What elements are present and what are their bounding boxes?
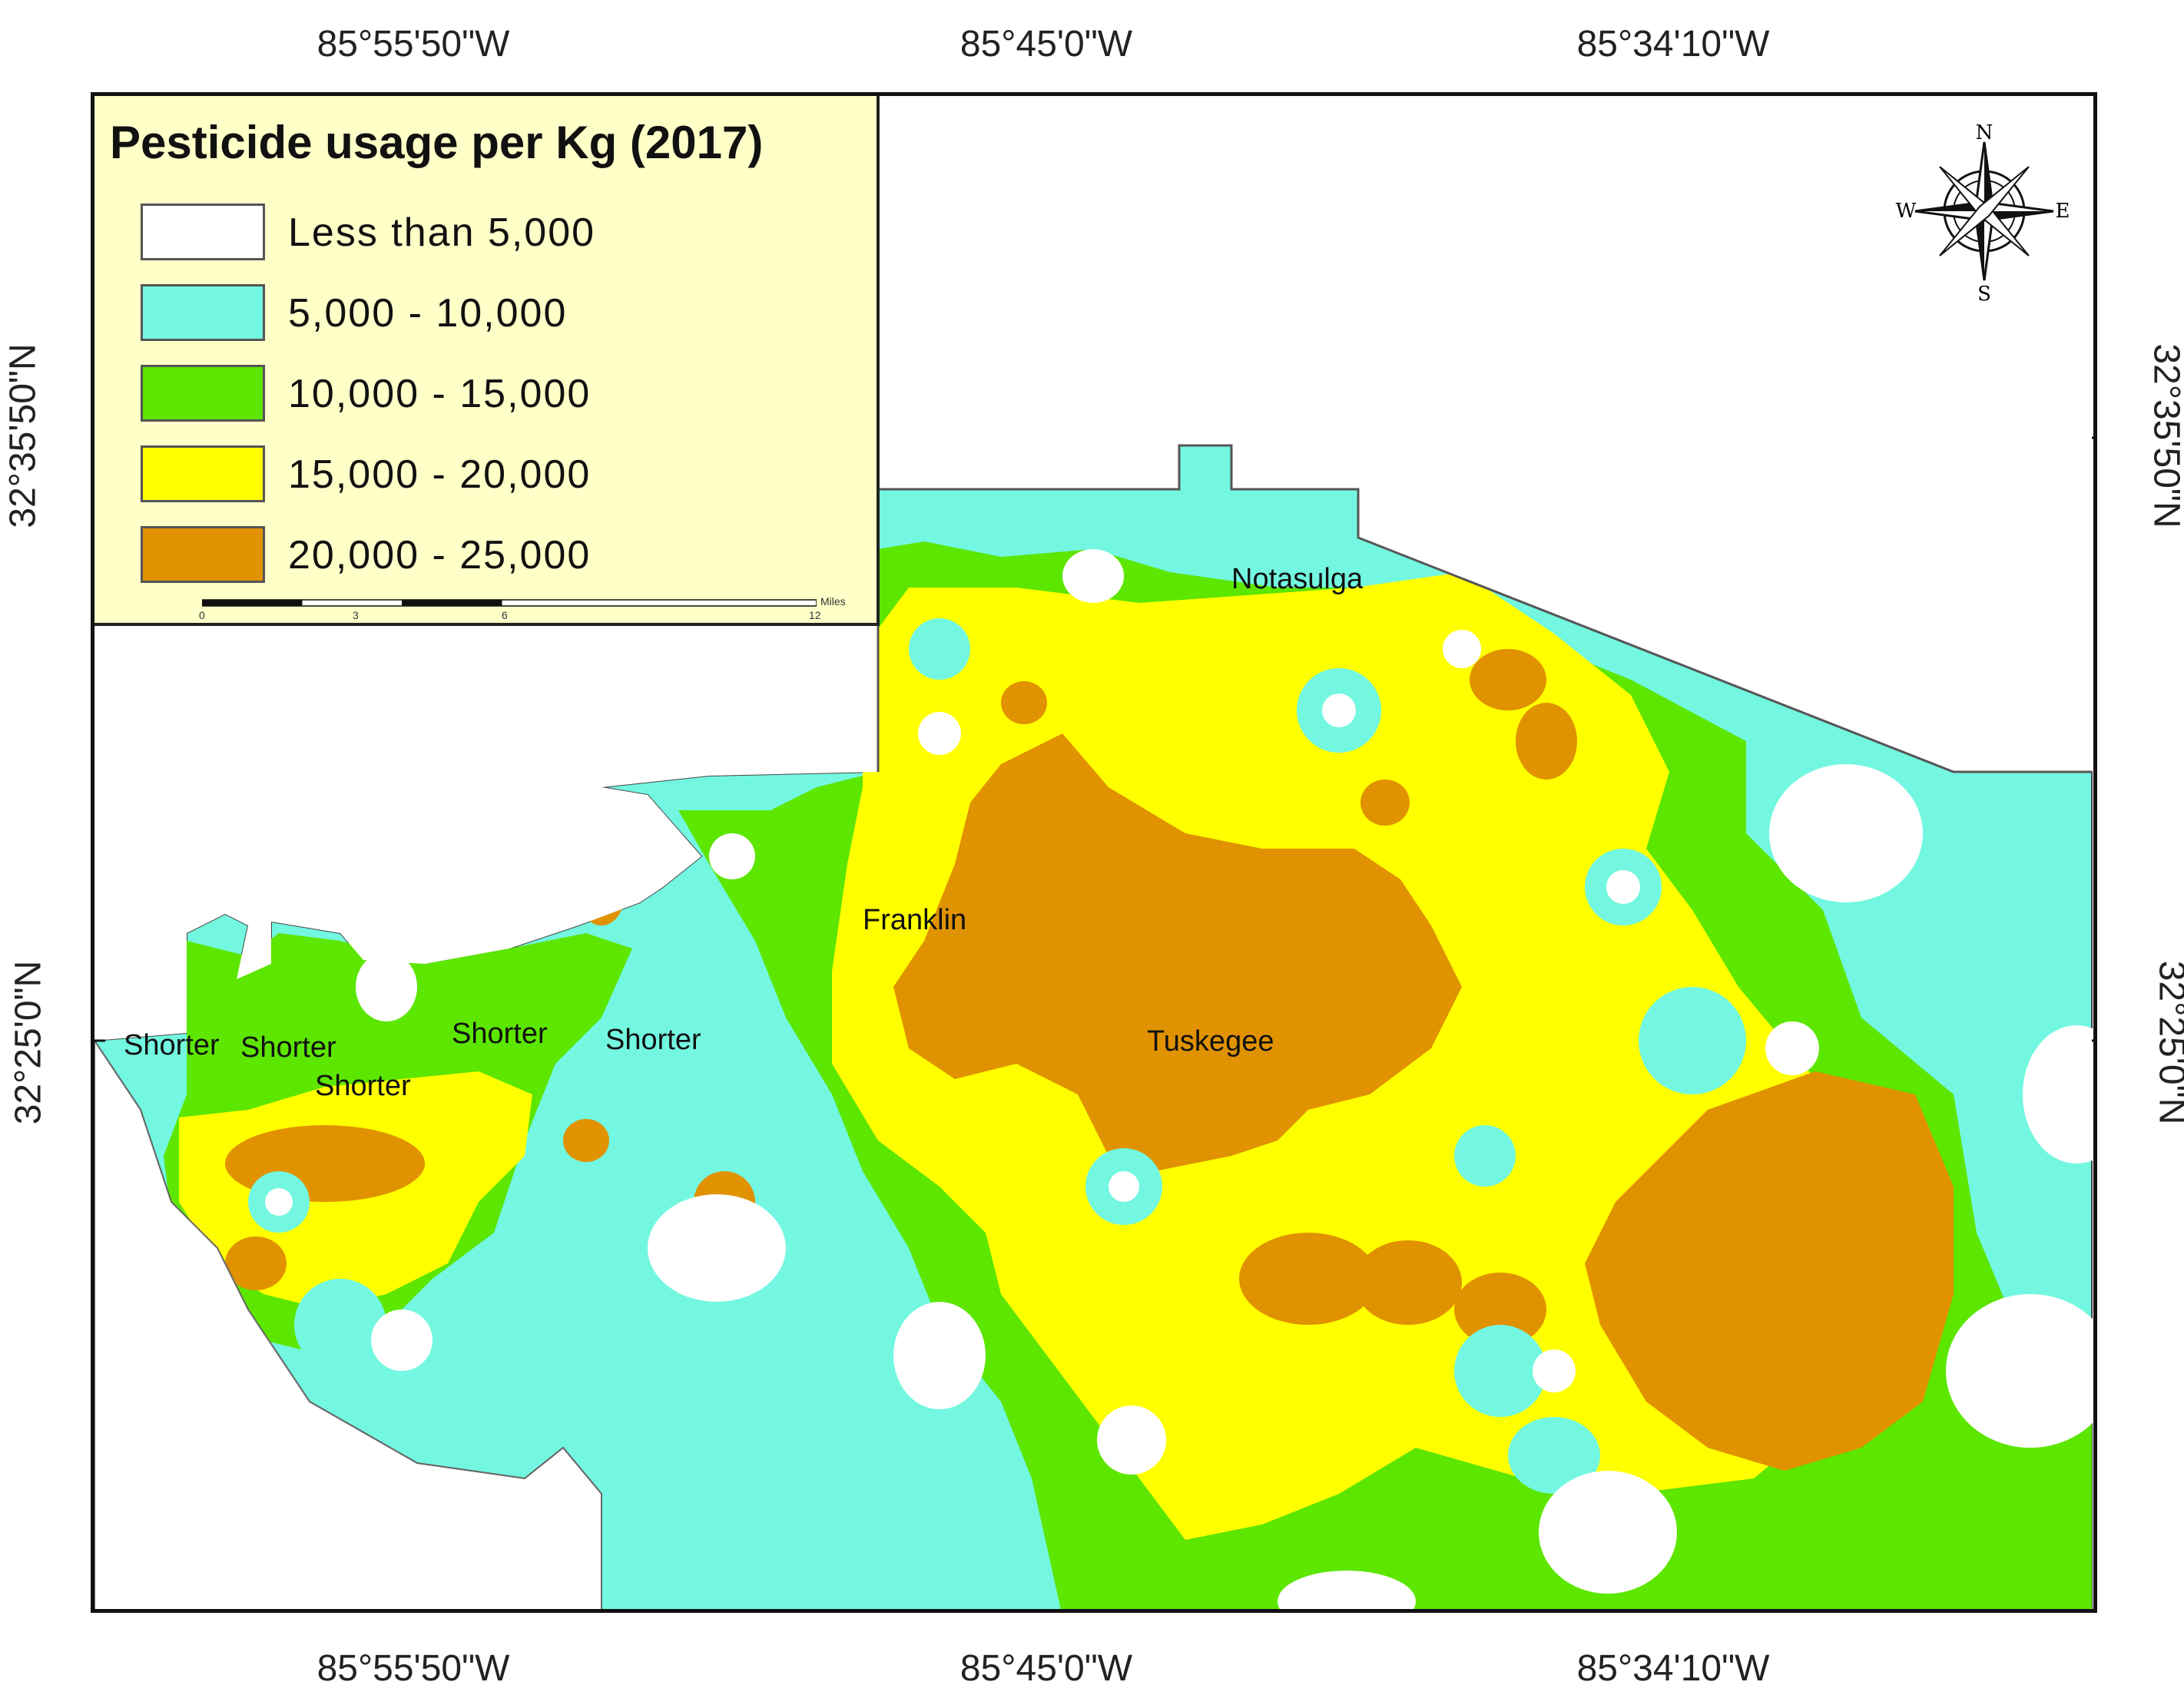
place-label-franklin: Franklin: [863, 904, 967, 936]
latitude-label-left-1: 32°35'50"N: [2, 343, 44, 528]
orange-hotspot: [1454, 1273, 1546, 1346]
white-spot: [356, 952, 417, 1021]
scale-unit-label: Miles: [820, 595, 846, 608]
white-spot: [1539, 1471, 1677, 1594]
compass-e: E: [2056, 200, 2070, 223]
compass-w: W: [1896, 200, 1917, 223]
legend-swatch: [141, 445, 265, 502]
place-label-tuskegee: Tuskegee: [1147, 1025, 1274, 1058]
white-spot: [1606, 870, 1640, 904]
cyan-spot: [909, 618, 970, 680]
compass-n: N: [1976, 121, 1993, 144]
cyan-spot: [1639, 987, 1746, 1094]
longitude-label-top-1: 85°55'50"W: [316, 24, 510, 65]
orange-hotspot: [1001, 681, 1047, 724]
white-spot: [1097, 1405, 1166, 1475]
white-spot: [1946, 1294, 2093, 1448]
white-spot: [1322, 694, 1356, 727]
latitude-label-right-1: 32°35'50"N: [2146, 343, 2184, 528]
cyan-spot: [294, 1279, 386, 1371]
longitude-label-bottom-3: 85°34'10"W: [1576, 1648, 1770, 1689]
orange-hotspot: [1360, 780, 1410, 826]
place-label-shorter: Shorter: [605, 1024, 701, 1056]
orange-hotspot: [225, 1237, 287, 1290]
place-label-shorter: Shorter: [315, 1070, 411, 1102]
cyan-spot: [1508, 1417, 1600, 1494]
orange-hotspot: [563, 1119, 609, 1162]
white-spot: [893, 1302, 986, 1409]
place-label-notasulga: Notasulga: [1231, 563, 1364, 595]
white-spot: [648, 1194, 786, 1302]
county-boundary: [877, 444, 2092, 773]
white-spot: [1109, 1171, 1139, 1202]
compass-rose-icon: N S E W: [1896, 121, 2070, 303]
longitude-label-bottom-2: 85°45'0"W: [959, 1648, 1133, 1689]
legend-swatch: [141, 365, 265, 422]
white-spot: [371, 1309, 432, 1371]
place-label-shorter: Shorter: [452, 1018, 548, 1050]
scale-tick-label: 0: [199, 609, 205, 621]
legend-swatch: [141, 284, 265, 341]
place-label-shorter: Shorter: [124, 1029, 220, 1061]
orange-zone-tuskegee: [893, 733, 1462, 1171]
place-label-shorter: Shorter: [240, 1031, 336, 1064]
white-spot: [1278, 1571, 1416, 1609]
white-spot: [709, 833, 755, 879]
orange-hotspot: [1516, 703, 1577, 780]
outside-area: [94, 626, 878, 1041]
legend-swatch: [141, 526, 265, 583]
white-spot: [1533, 1349, 1576, 1392]
map-frame[interactable]: Notasulga Franklin Tuskegee Shorter Shor…: [91, 92, 2097, 1613]
white-spot: [918, 712, 961, 755]
legend-label: 15,000 - 20,000: [288, 452, 592, 497]
compass-s: S: [1977, 283, 1991, 303]
white-spot: [1062, 549, 1124, 603]
legend-label: 10,000 - 15,000: [288, 372, 592, 416]
longitude-label-top-2: 85°45'0"W: [959, 24, 1133, 65]
orange-hotspot: [1239, 1233, 1377, 1325]
outside-area: [94, 1039, 602, 1609]
pesticide-raster-map[interactable]: [94, 96, 2097, 1613]
white-spot: [1769, 764, 1923, 902]
scale-tick-label: 12: [809, 609, 821, 621]
scale-tick-label: 3: [353, 609, 359, 621]
map-legend: Pesticide usage per Kg (2017) Less than …: [94, 96, 880, 626]
legend-label: 5,000 - 10,000: [288, 291, 568, 336]
longitude-label-bottom-1: 85°55'50"W: [316, 1648, 510, 1689]
white-spot: [1765, 1021, 1819, 1075]
longitude-label-top-3: 85°34'10"W: [1576, 24, 1770, 65]
white-spot: [2023, 1025, 2093, 1164]
orange-zone-east: [1585, 1071, 1954, 1471]
legend-title: Pesticide usage per Kg (2017): [110, 117, 764, 168]
white-spot: [265, 1188, 293, 1216]
cyan-spot: [1454, 1125, 1516, 1187]
cyan-spot: [1454, 1325, 1546, 1417]
white-spot: [1443, 630, 1481, 668]
legend-label: 20,000 - 25,000: [288, 533, 592, 578]
orange-hotspot: [1470, 649, 1546, 710]
latitude-label-right-2: 32°25'0"N: [2151, 960, 2184, 1125]
latitude-label-left-2: 32°25'0"N: [8, 960, 49, 1125]
scale-tick-label: 6: [502, 609, 508, 621]
legend-label: Less than 5,000: [288, 210, 596, 255]
legend-swatch: [141, 204, 265, 260]
outside-area: [878, 96, 2092, 772]
scale-bar: [202, 599, 817, 607]
orange-hotspot: [1354, 1240, 1462, 1325]
